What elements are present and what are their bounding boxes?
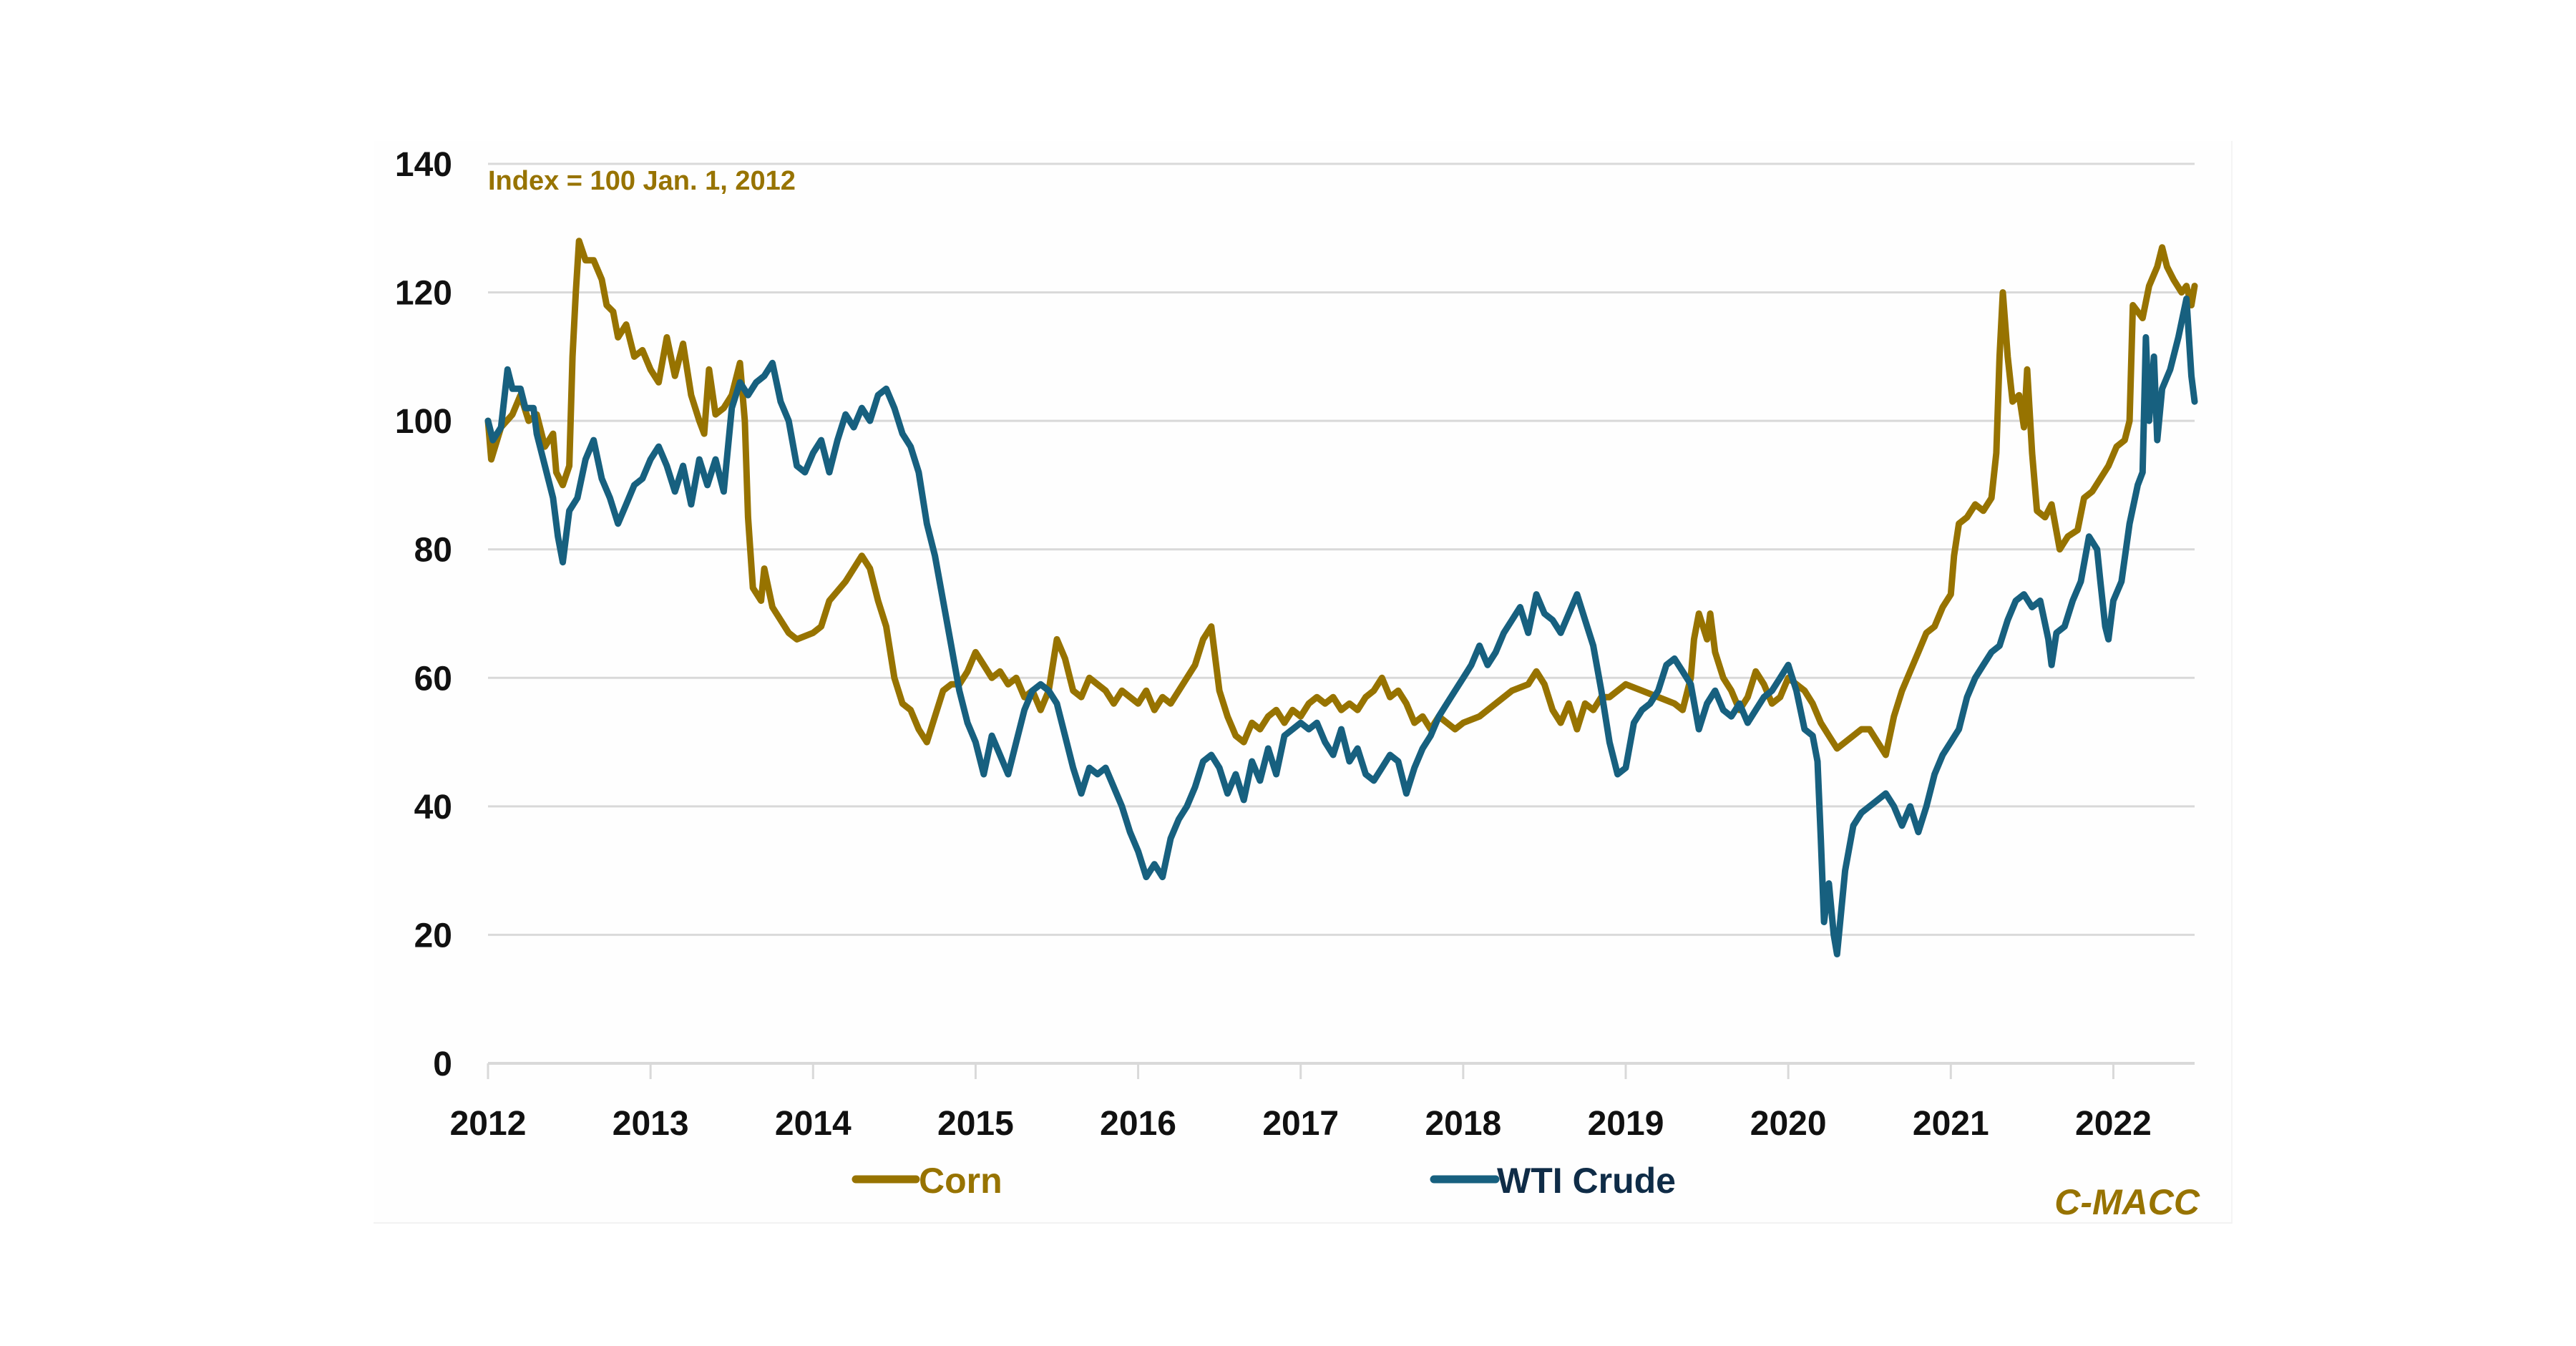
y-tick-label: 20 xyxy=(414,917,452,955)
x-tick-label: 2015 xyxy=(937,1105,1014,1143)
y-tick-label: 100 xyxy=(395,403,452,441)
x-tick-label: 2016 xyxy=(1100,1105,1176,1143)
y-tick-label: 0 xyxy=(433,1045,452,1083)
gridlines xyxy=(488,162,2195,936)
x-tick-label: 2020 xyxy=(1750,1105,1827,1143)
legend-item-wti-crude[interactable]: WTI Crude xyxy=(1430,1161,1676,1201)
x-tick-label: 2022 xyxy=(2075,1105,2152,1143)
series-line-wti-crude xyxy=(484,296,2198,957)
index-note: Index = 100 Jan. 1, 2012 xyxy=(488,166,796,196)
legend-item-corn[interactable]: Corn xyxy=(852,1161,1002,1201)
series-lines xyxy=(484,238,2198,957)
x-tick-label: 2017 xyxy=(1262,1105,1339,1143)
x-tick-label: 2021 xyxy=(1913,1105,1989,1143)
y-tick-label: 80 xyxy=(414,532,452,570)
legend-label-corn: Corn xyxy=(919,1161,1002,1201)
source-label: C-MACC xyxy=(2054,1182,2200,1222)
y-tick-label: 40 xyxy=(414,789,452,826)
y-tick-label: 60 xyxy=(414,660,452,698)
x-tick-label: 2014 xyxy=(775,1105,852,1143)
x-axis-labels: 2012 2013 2014 2015 2016 2017 2018 2019 2020 2021… xyxy=(450,1105,2152,1143)
x-tick-label: 2019 xyxy=(1588,1105,1664,1143)
y-tick-label: 120 xyxy=(395,275,452,313)
y-tick-label: 140 xyxy=(395,146,452,184)
x-tick-label: 2012 xyxy=(450,1105,527,1143)
x-tick-label: 2018 xyxy=(1425,1105,1501,1143)
legend-label-wti-crude: WTI Crude xyxy=(1497,1161,1676,1201)
y-axis: 0 20 40 60 80 100 120 140 xyxy=(395,146,452,1083)
legend: Corn WTI Crude xyxy=(852,1161,1676,1201)
x-tick-label: 2013 xyxy=(613,1105,689,1143)
chart-panel xyxy=(374,141,2233,1224)
x-axis xyxy=(487,1062,2195,1079)
